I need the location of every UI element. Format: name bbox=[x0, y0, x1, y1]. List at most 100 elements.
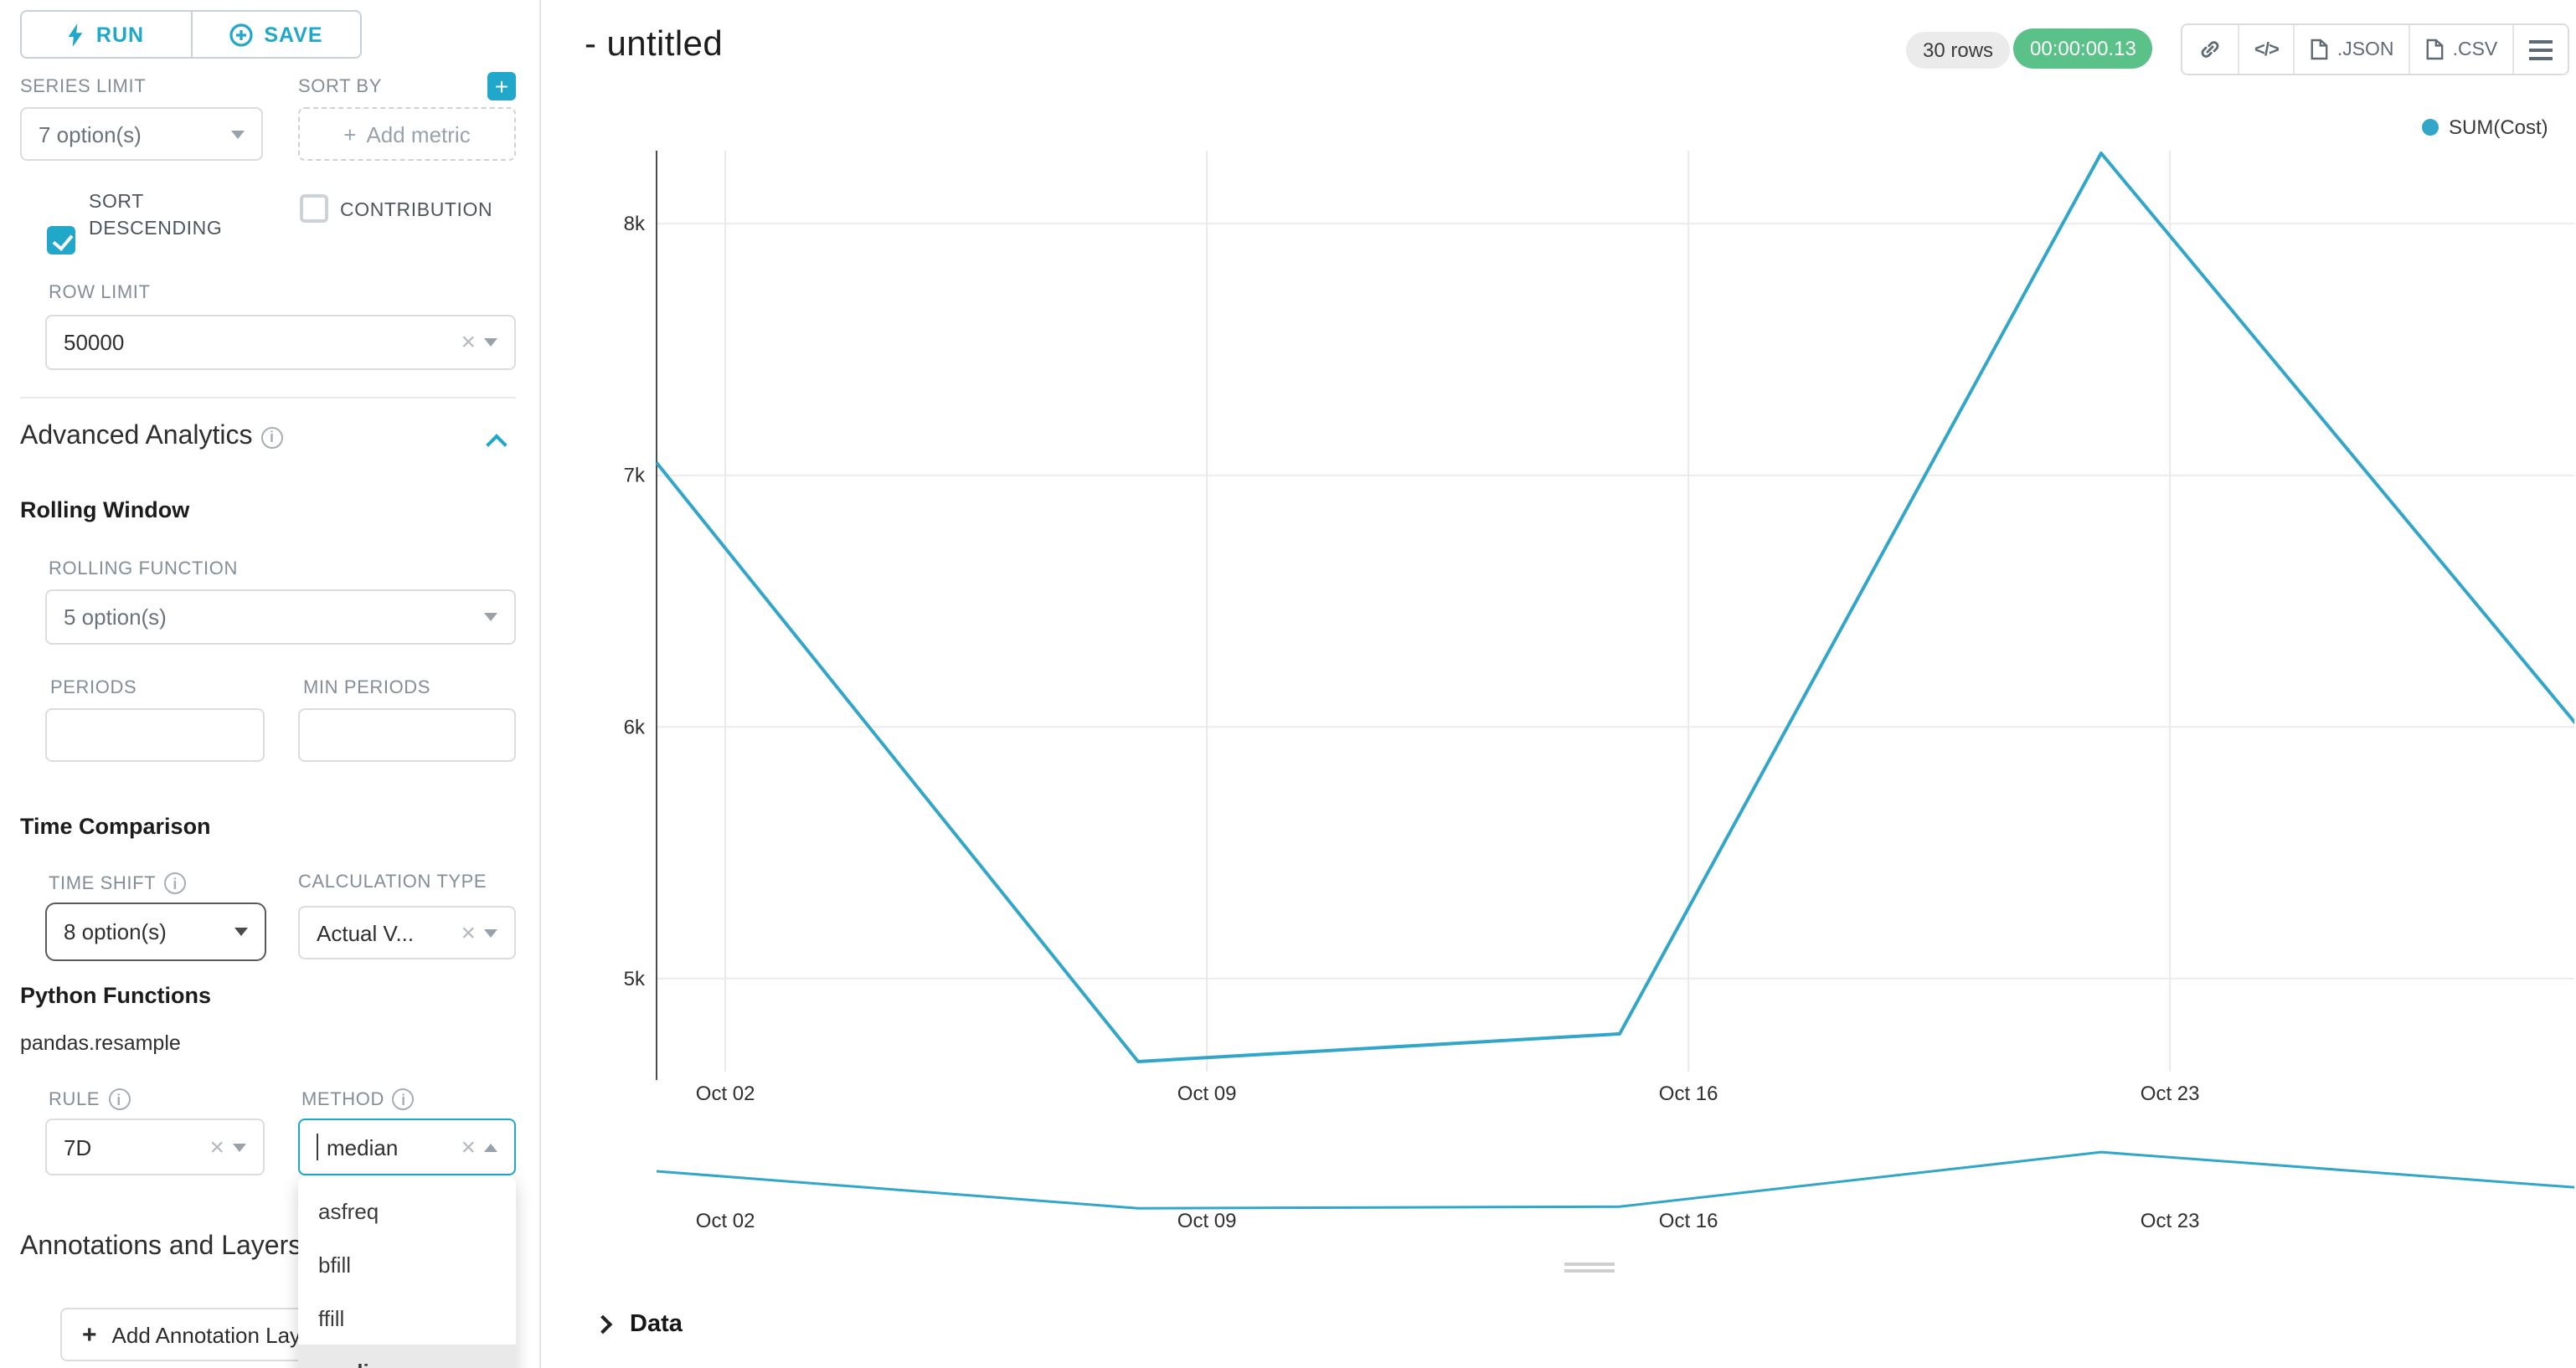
sort-descending-checkbox[interactable] bbox=[47, 226, 75, 255]
chevron-down-icon bbox=[233, 1143, 246, 1151]
add-metric-dropzone[interactable]: Add metric bbox=[298, 107, 516, 161]
chevron-down-icon bbox=[484, 928, 497, 937]
time-shift-label-text: TIME SHIFT bbox=[49, 873, 157, 893]
chevron-down-icon bbox=[484, 613, 497, 621]
run-label: RUN bbox=[95, 23, 145, 46]
collapse-section-chevron-icon[interactable] bbox=[486, 434, 507, 455]
svg-text:Oct 23: Oct 23 bbox=[2141, 1083, 2200, 1105]
periods-label: PERIODS bbox=[50, 678, 137, 698]
method-options-menu: asfreq bfill ffill median bbox=[298, 1177, 516, 1368]
save-icon bbox=[229, 23, 252, 46]
rolling-function-value: 5 option(s) bbox=[64, 604, 167, 630]
min-periods-label: MIN PERIODS bbox=[303, 678, 431, 698]
more-menu-button[interactable] bbox=[2512, 25, 2568, 74]
rule-label: RULE bbox=[49, 1088, 131, 1110]
calculation-type-select[interactable]: Actual V... bbox=[298, 906, 516, 959]
svg-text:Oct 02: Oct 02 bbox=[696, 1210, 755, 1232]
chevron-up-icon bbox=[484, 1143, 497, 1151]
chevron-down-icon bbox=[231, 130, 245, 138]
method-combobox[interactable]: median bbox=[298, 1119, 516, 1175]
rolling-function-select[interactable]: 5 option(s) bbox=[45, 589, 516, 645]
data-panel-header[interactable]: Data bbox=[593, 1311, 683, 1338]
min-periods-input[interactable] bbox=[298, 708, 516, 762]
info-icon bbox=[164, 872, 187, 894]
chevron-down-icon bbox=[484, 338, 497, 347]
series-limit-select[interactable]: 7 option(s) bbox=[20, 107, 263, 161]
export-json-label: .JSON bbox=[2336, 39, 2394, 59]
time-shift-value: 8 option(s) bbox=[64, 919, 167, 944]
sort-by-label: SORT BY bbox=[298, 77, 382, 97]
clear-icon[interactable] bbox=[461, 920, 476, 945]
legend-dot bbox=[2422, 119, 2439, 136]
add-annotation-label: Add Annotation Layer bbox=[111, 1322, 321, 1347]
svg-text:Oct 23: Oct 23 bbox=[2141, 1210, 2200, 1232]
clear-icon[interactable] bbox=[209, 1134, 224, 1160]
clear-icon[interactable] bbox=[461, 330, 476, 355]
info-icon bbox=[260, 426, 283, 448]
svg-text:Oct 09: Oct 09 bbox=[1177, 1083, 1237, 1105]
query-duration-badge: 00:00:00.13 bbox=[2013, 28, 2153, 69]
rule-select[interactable]: 7D bbox=[45, 1119, 265, 1175]
copy-link-button[interactable] bbox=[2182, 25, 2238, 74]
menu-item-bfill[interactable]: bfill bbox=[318, 1252, 352, 1277]
export-csv-label: .CSV bbox=[2452, 39, 2498, 59]
rolling-window-title: Rolling Window bbox=[20, 497, 190, 522]
advanced-analytics-title: Advanced Analytics bbox=[20, 422, 283, 452]
contribution-checkbox[interactable] bbox=[300, 194, 328, 223]
time-shift-select[interactable]: 8 option(s) bbox=[45, 903, 266, 961]
run-save-group: RUN SAVE bbox=[20, 10, 362, 59]
legend-series-label: SUM(Cost) bbox=[2449, 116, 2548, 139]
series-limit-label: SERIES LIMIT bbox=[20, 77, 147, 97]
python-functions-title: Python Functions bbox=[20, 983, 211, 1008]
row-count-badge: 30 rows bbox=[1906, 32, 2011, 69]
file-icon bbox=[2311, 39, 2329, 60]
clear-icon[interactable] bbox=[461, 1134, 476, 1160]
calculation-type-label: CALCULATION TYPE bbox=[298, 872, 487, 892]
add-metric-placeholder: Add metric bbox=[366, 121, 471, 147]
advanced-analytics-text: Advanced Analytics bbox=[20, 422, 253, 450]
rule-label-text: RULE bbox=[49, 1089, 100, 1109]
menu-item-median[interactable]: median bbox=[298, 1345, 516, 1368]
contribution-label: CONTRIBUTION bbox=[340, 201, 493, 221]
chart-legend[interactable]: SUM(Cost) bbox=[2422, 116, 2548, 139]
menu-item-asfreq[interactable]: asfreq bbox=[318, 1198, 379, 1223]
export-csv-button[interactable]: .CSV bbox=[2409, 25, 2513, 74]
hamburger-icon bbox=[2529, 39, 2553, 59]
svg-text:6k: 6k bbox=[624, 716, 646, 738]
sort-descending-label: SORT DESCENDING bbox=[89, 193, 223, 240]
save-button[interactable]: SAVE bbox=[190, 12, 360, 57]
chart-title: - untitled bbox=[585, 25, 724, 64]
add-metric-plus-button[interactable] bbox=[487, 72, 516, 100]
time-shift-label: TIME SHIFT bbox=[49, 872, 187, 894]
run-button[interactable]: RUN bbox=[22, 12, 190, 57]
file-icon bbox=[2426, 39, 2445, 60]
export-json-button[interactable]: .JSON bbox=[2293, 25, 2409, 74]
section-divider bbox=[20, 397, 516, 399]
rule-value: 7D bbox=[64, 1134, 92, 1160]
svg-text:Oct 16: Oct 16 bbox=[1659, 1083, 1718, 1105]
row-limit-label: ROW LIMIT bbox=[49, 283, 151, 303]
annotations-title: Annotations and Layers bbox=[20, 1232, 302, 1261]
link-icon bbox=[2197, 37, 2223, 62]
row-limit-value: 50000 bbox=[64, 330, 125, 355]
svg-text:Oct 09: Oct 09 bbox=[1177, 1210, 1237, 1232]
series-limit-value: 7 option(s) bbox=[39, 121, 142, 147]
method-label-text: METHOD bbox=[301, 1089, 384, 1109]
resize-handle[interactable] bbox=[1564, 1263, 1615, 1273]
save-label: SAVE bbox=[264, 23, 323, 46]
svg-text:Oct 16: Oct 16 bbox=[1659, 1210, 1718, 1232]
embed-code-button[interactable] bbox=[2238, 25, 2294, 74]
svg-text:Oct 02: Oct 02 bbox=[696, 1083, 755, 1105]
calculation-type-value: Actual V... bbox=[317, 920, 415, 945]
chart-panel: - untitled 30 rows 00:00:00.13 .JSON bbox=[541, 0, 2576, 1368]
time-comparison-title: Time Comparison bbox=[20, 814, 211, 839]
info-icon bbox=[392, 1088, 415, 1110]
chevron-right-icon bbox=[593, 1314, 613, 1335]
periods-input[interactable] bbox=[45, 708, 265, 762]
pandas-resample-label: pandas.resample bbox=[20, 1031, 181, 1055]
line-chart-canvas[interactable]: 5k 6k 7k 8k Oct 02 Oct 02 Oct 09 Oct 09 Oct 16 Oc… bbox=[541, 0, 2574, 1306]
menu-item-ffill[interactable]: ffill bbox=[318, 1305, 345, 1330]
text-cursor bbox=[317, 1134, 318, 1160]
row-limit-select[interactable]: 50000 bbox=[45, 315, 516, 370]
method-label: METHOD bbox=[301, 1088, 415, 1110]
